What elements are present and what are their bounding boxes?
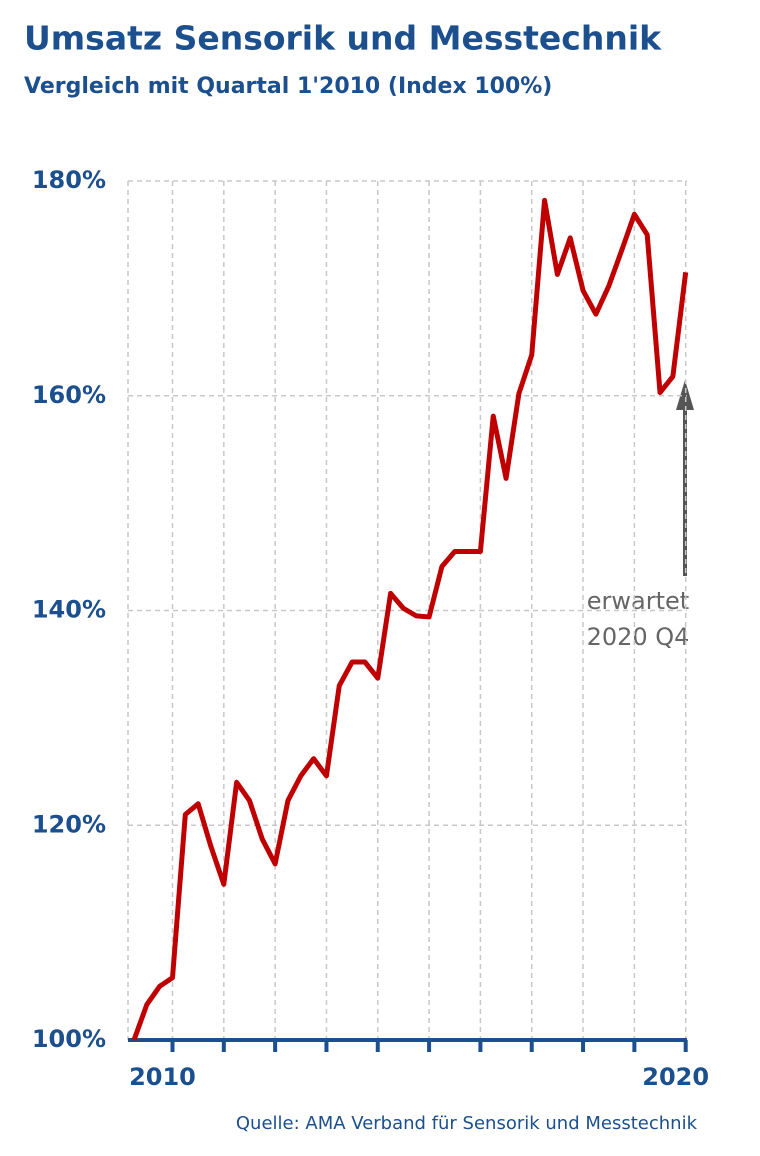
annotation: 2020 Q4 (587, 623, 690, 651)
chart-subtitle: Vergleich mit Quartal 1'2010 (Index 100%… (24, 74, 552, 99)
data-line (131, 197, 689, 1041)
y-tick-label: 160% (32, 381, 106, 409)
y-tick-label: 100% (32, 1025, 106, 1053)
y-tick-label: 140% (32, 596, 106, 624)
x-tick-label: 2020 (642, 1063, 709, 1091)
annotation: erwartet (587, 587, 689, 615)
chart-title: Umsatz Sensorik und Messtechnik (24, 19, 662, 58)
y-tick-label: 120% (32, 810, 106, 838)
source: Quelle: AMA Verband für Sensorik und Mes… (236, 1113, 698, 1134)
x-tick-label: 2010 (129, 1063, 196, 1091)
y-tick-label: 180% (32, 166, 106, 194)
annotation-arrowhead (676, 380, 694, 410)
